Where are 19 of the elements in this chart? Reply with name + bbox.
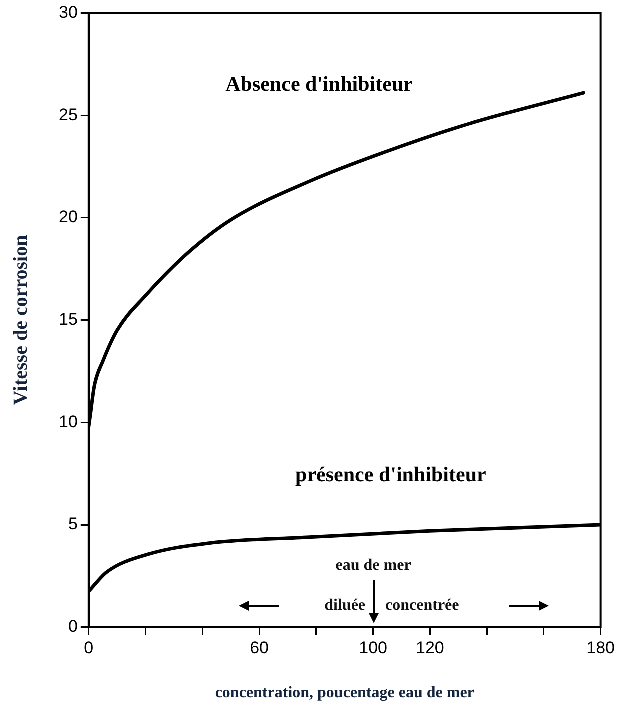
x-tick-label: 100 xyxy=(359,638,388,658)
text: Absence d'inhibiteur xyxy=(226,72,413,96)
x-tick-label: 60 xyxy=(250,638,270,658)
annotation: diluée xyxy=(324,597,366,614)
annotation: concentrée xyxy=(386,597,460,614)
y-tick-label: 5 xyxy=(68,514,78,534)
y-tick-label: 30 xyxy=(58,2,78,22)
x-axis-title: concentration, poucentage eau de mer xyxy=(215,684,474,702)
y-tick-label: 20 xyxy=(58,208,78,227)
y-tick-label: 15 xyxy=(58,310,78,329)
y-tick-label: 25 xyxy=(58,105,78,124)
text: présence d'inhibiteur xyxy=(296,462,486,487)
annotation: eau de mer xyxy=(336,557,412,574)
x-tick-label: 180 xyxy=(586,638,616,658)
x-tick-label: 120 xyxy=(416,638,444,658)
y-tick-label: 0 xyxy=(68,617,78,636)
x-tick-label: 0 xyxy=(84,638,94,658)
y-axis-title: Vitesse de corrosion xyxy=(10,235,32,406)
y-tick-label: 10 xyxy=(58,412,78,432)
